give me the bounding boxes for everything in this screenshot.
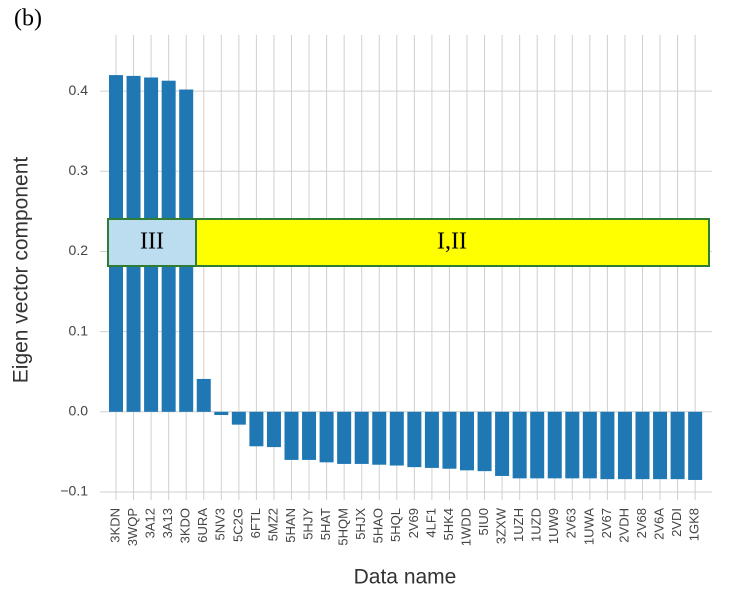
bar xyxy=(231,411,246,425)
y-tick-label: 0.1 xyxy=(69,322,89,338)
bar xyxy=(460,411,474,471)
bar xyxy=(565,411,580,479)
x-tick-label: 5HQM xyxy=(336,508,351,546)
x-tick-label: 5HQL xyxy=(388,508,403,542)
x-tick-label: 3ZXW xyxy=(494,507,509,544)
bar xyxy=(284,411,299,460)
bar xyxy=(319,411,334,463)
x-tick-label: 2V6A xyxy=(651,508,666,540)
x-tick-label: 5HAN xyxy=(283,508,298,543)
region-box xyxy=(107,218,197,267)
bars xyxy=(109,75,703,480)
x-tick-label: 3WQP xyxy=(125,508,140,546)
y-tick-label: 0.4 xyxy=(69,82,89,98)
bar xyxy=(600,411,615,480)
bar xyxy=(617,411,632,480)
x-tick-label: 1GK8 xyxy=(687,508,702,541)
bar xyxy=(670,411,685,480)
x-tick-label: 5HAO xyxy=(371,508,386,543)
bar xyxy=(337,411,352,464)
x-tick-label: 2VDI xyxy=(669,508,684,537)
bar xyxy=(354,411,369,464)
x-tick-label: 2V69 xyxy=(406,508,421,538)
bar xyxy=(495,411,510,476)
bar xyxy=(442,411,457,469)
x-tick-label: 1UZH xyxy=(511,508,526,542)
y-tick-label: 0.2 xyxy=(69,242,89,258)
panel-label: (b) xyxy=(14,6,42,32)
bar xyxy=(424,411,439,468)
y-tick-label: 0.0 xyxy=(69,403,89,419)
x-tick-label: 5C2G xyxy=(230,508,245,542)
x-tick-label: 6FTL xyxy=(248,508,263,538)
annotations: III I,II xyxy=(107,218,710,267)
x-tick-label: 4LF1 xyxy=(423,508,438,538)
bar xyxy=(214,411,229,416)
region-box xyxy=(195,218,710,267)
x-tick-label: 1UWA xyxy=(581,508,596,545)
bar xyxy=(547,411,562,479)
x-tick-label: 2V67 xyxy=(599,508,614,538)
region-label: III xyxy=(140,229,164,255)
x-tick-label: 5NV3 xyxy=(213,508,228,541)
bar xyxy=(389,411,404,466)
bar xyxy=(407,411,422,468)
bar xyxy=(266,411,281,448)
x-tick-label: 2V63 xyxy=(564,508,579,538)
x-tick-label: 5HJX xyxy=(353,508,368,540)
x-tick-label: 3KDN xyxy=(107,508,122,543)
x-tick-label: 2V68 xyxy=(634,508,649,538)
x-axis-label: Data name xyxy=(354,566,457,589)
bar xyxy=(530,411,545,479)
bar xyxy=(372,411,387,465)
x-tick-label: 1WDD xyxy=(458,508,473,546)
bar xyxy=(249,411,264,447)
x-tick-label: 2VDH xyxy=(616,508,631,543)
bar xyxy=(196,378,211,412)
x-tick-label: 5IU0 xyxy=(476,508,491,535)
x-tick-label: 3KDO xyxy=(178,508,193,543)
bar xyxy=(653,411,668,480)
bar xyxy=(635,411,650,480)
x-tick-label: 3A13 xyxy=(160,508,175,538)
bar xyxy=(302,411,317,460)
x-tick-label: 5HK4 xyxy=(441,508,456,541)
x-tick-label: 1UW9 xyxy=(546,508,561,544)
bar xyxy=(512,411,527,479)
x-tick-label: 5MZ2 xyxy=(265,508,280,541)
x-tick-label: 6URA xyxy=(195,508,210,543)
bar xyxy=(688,411,703,480)
x-tick-label: 5HAT xyxy=(318,508,333,540)
x-tick-label: 5HJY xyxy=(300,508,315,540)
region-label: I,II xyxy=(437,229,467,255)
bar xyxy=(477,411,492,472)
x-tick-label: 1UZD xyxy=(529,508,544,542)
y-tick-label: −0.1 xyxy=(60,483,88,499)
y-axis-label: Eigen vector component xyxy=(10,157,33,384)
bar xyxy=(582,411,597,479)
y-tick-label: 0.3 xyxy=(69,162,89,178)
x-tick-label: 3A12 xyxy=(143,508,158,538)
